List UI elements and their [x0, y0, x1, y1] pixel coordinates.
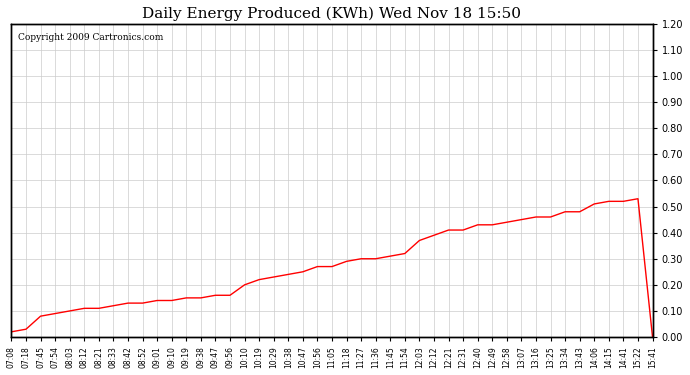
Text: Copyright 2009 Cartronics.com: Copyright 2009 Cartronics.com [18, 33, 164, 42]
Title: Daily Energy Produced (KWh) Wed Nov 18 15:50: Daily Energy Produced (KWh) Wed Nov 18 1… [143, 7, 522, 21]
